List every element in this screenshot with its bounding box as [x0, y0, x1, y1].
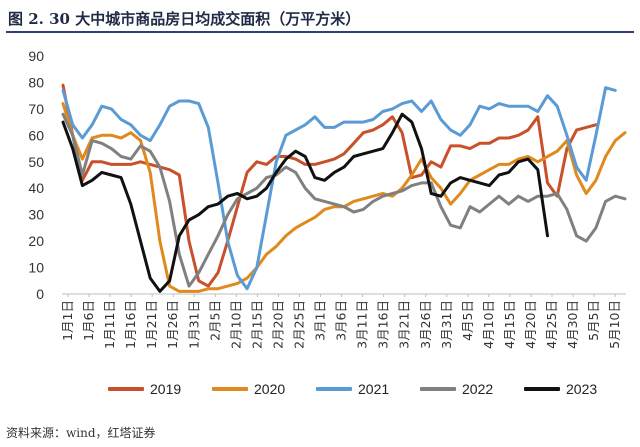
y-tick-label: 90 — [28, 48, 44, 64]
x-tick-label: 3月11日 — [355, 300, 370, 349]
y-tick-label: 60 — [28, 127, 44, 143]
x-tick-label: 3月6日 — [334, 300, 349, 341]
title-bar: 图 2. 30 大中城市商品房日均成交面积（万平方米） — [6, 3, 634, 33]
x-tick-label: 1月26日 — [165, 300, 180, 349]
legend-item-2022: 2022 — [420, 378, 493, 400]
y-tick-label: 30 — [28, 207, 44, 223]
x-tick-label: 4月25日 — [544, 300, 559, 349]
legend-swatch — [316, 387, 352, 391]
legend-label: 2021 — [358, 381, 390, 397]
series-line-2021 — [61, 86, 617, 291]
legend-swatch — [108, 387, 144, 391]
series-line-2019 — [61, 83, 598, 288]
legend-label: 2022 — [462, 381, 494, 397]
x-tick-label: 2月15日 — [249, 300, 264, 349]
x-tick-label: 5月10日 — [607, 300, 622, 349]
x-tick-label: 4月5日 — [460, 300, 475, 341]
x-tick-label: 4月10日 — [481, 300, 496, 349]
x-tick-label: 2月5日 — [207, 300, 222, 341]
x-tick-label: 4月20日 — [523, 300, 538, 349]
legend-item-2020: 2020 — [212, 378, 285, 400]
x-tick-label: 1月11日 — [102, 300, 117, 349]
y-tick-label: 20 — [28, 233, 44, 249]
x-tick-label: 1月31日 — [186, 300, 201, 349]
y-tick-label: 40 — [28, 180, 44, 196]
y-tick-label: 70 — [28, 101, 44, 117]
x-tick-label: 3月1日 — [313, 300, 328, 341]
y-tick-label: 80 — [28, 74, 44, 90]
x-tick-label: 4月30日 — [565, 300, 580, 349]
legend-item-2023: 2023 — [524, 378, 597, 400]
x-tick-label: 3月26日 — [418, 300, 433, 349]
chart-legend: 2019 2020 2021 2022 2023 — [0, 378, 640, 400]
source-note: 资料来源：wind，红塔证券 — [6, 426, 156, 440]
legend-item-2019: 2019 — [108, 378, 181, 400]
y-tick-label: 0 — [36, 286, 44, 302]
x-tick-label: 5月5日 — [586, 300, 601, 341]
x-tick-label: 1月16日 — [123, 300, 138, 349]
chart-title: 图 2. 30 大中城市商品房日均成交面积（万平方米） — [8, 10, 361, 28]
x-tick-label: 3月16日 — [376, 300, 391, 349]
series-line-2023 — [61, 112, 549, 293]
legend-item-2021: 2021 — [316, 378, 389, 400]
x-tick-label: 2月25日 — [291, 300, 306, 349]
y-tick-label: 50 — [28, 154, 44, 170]
x-tick-label: 1月1日 — [60, 300, 75, 341]
x-tick-label: 2月20日 — [270, 300, 285, 349]
legend-swatch — [524, 387, 560, 391]
line-chart: 0 10 20 30 40 50 60 70 80 90 1月1日 1月6日 1月11日 1月16日 1月2… — [28, 48, 627, 349]
x-tick-label: 3月21日 — [397, 300, 412, 349]
y-tick-label: 10 — [28, 260, 44, 276]
legend-swatch — [420, 387, 456, 391]
x-tick-label: 3月31日 — [439, 300, 454, 349]
series-line-2022 — [61, 112, 627, 288]
legend-label: 2020 — [254, 381, 286, 397]
x-tick-label: 1月21日 — [144, 300, 159, 349]
x-tick-label: 1月6日 — [81, 300, 96, 341]
legend-swatch — [212, 387, 248, 391]
legend-label: 2023 — [566, 381, 598, 397]
legend-label: 2019 — [150, 381, 182, 397]
x-tick-label: 4月15日 — [502, 300, 517, 349]
x-tick-label: 2月10日 — [228, 300, 243, 349]
